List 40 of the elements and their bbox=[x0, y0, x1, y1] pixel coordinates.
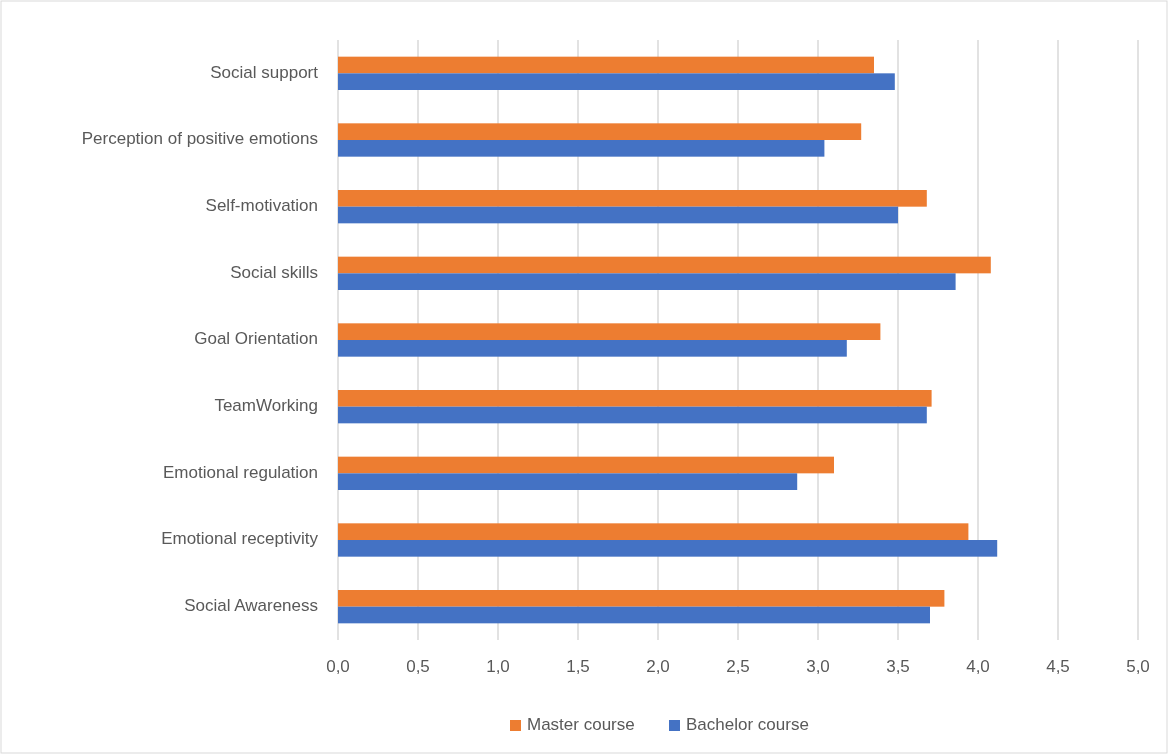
y-tick-label: Goal Orientation bbox=[194, 329, 318, 349]
bar bbox=[338, 523, 969, 540]
y-tick-label: Social skills bbox=[230, 262, 318, 282]
legend-label: Master course bbox=[527, 715, 635, 735]
y-tick-label: Perception of positive emotions bbox=[81, 129, 318, 149]
bar bbox=[338, 256, 991, 274]
x-tick-label: 0,5 bbox=[406, 657, 430, 676]
bar bbox=[338, 56, 874, 74]
y-tick-label: Social Awareness bbox=[184, 596, 318, 616]
x-tick-label: 3,5 bbox=[886, 657, 910, 676]
x-tick-label: 2,5 bbox=[726, 657, 750, 676]
bar bbox=[338, 540, 998, 557]
y-tick-label: Emotional regulation bbox=[163, 462, 318, 482]
bar bbox=[338, 473, 798, 490]
x-tick-label: 4,0 bbox=[966, 657, 990, 676]
x-tick-label: 5,0 bbox=[1126, 657, 1150, 676]
bar bbox=[338, 606, 930, 624]
bar bbox=[338, 456, 834, 474]
legend-label: Bachelor course bbox=[686, 715, 809, 735]
bar bbox=[338, 406, 927, 424]
x-tick-label: 4,5 bbox=[1046, 657, 1070, 676]
bar bbox=[338, 390, 932, 407]
x-tick-label: 2,0 bbox=[646, 657, 670, 676]
bar bbox=[338, 73, 895, 90]
bar bbox=[338, 206, 898, 224]
bar bbox=[338, 273, 956, 290]
bar bbox=[338, 190, 927, 207]
bar bbox=[338, 323, 881, 340]
bar bbox=[338, 140, 825, 157]
x-tick-label: 1,0 bbox=[486, 657, 510, 676]
x-tick-label: 3,0 bbox=[806, 657, 830, 676]
bar bbox=[338, 340, 847, 357]
y-tick-label: TeamWorking bbox=[214, 396, 318, 416]
y-tick-label: Self-motivation bbox=[205, 196, 318, 216]
x-tick-label: 0,0 bbox=[326, 657, 350, 676]
bar bbox=[338, 590, 945, 607]
x-tick-label: 1,5 bbox=[566, 657, 590, 676]
bar bbox=[338, 123, 862, 140]
y-tick-label: Emotional receptivity bbox=[161, 529, 319, 549]
y-tick-label: Social support bbox=[210, 62, 319, 82]
